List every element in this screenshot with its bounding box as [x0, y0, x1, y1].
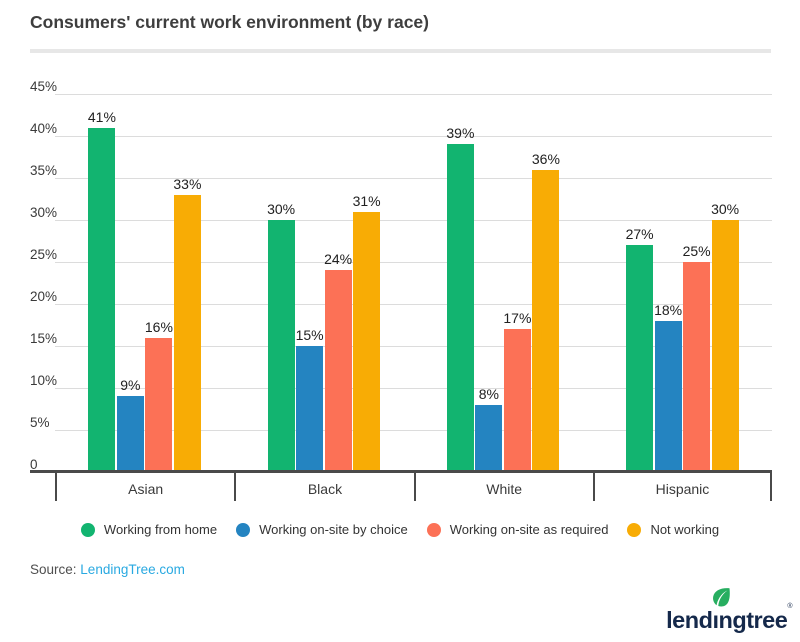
source-label: Source:: [30, 562, 77, 577]
bar-white-2: [475, 404, 503, 472]
x-axis-category-asian: Asian: [55, 471, 234, 501]
gridline: [55, 388, 772, 389]
x-axis-category-label: Asian: [128, 481, 164, 497]
y-axis-tick-label: 25%: [30, 247, 58, 262]
bar-black-1: [267, 220, 295, 472]
logo-text-post: ngtree: [718, 607, 788, 633]
y-axis-tick-label: 10%: [30, 373, 58, 388]
bar-black-4: [353, 211, 381, 472]
x-axis-category-label: White: [486, 481, 523, 497]
bar-value-label: 31%: [352, 192, 381, 209]
bar-asian-1: [88, 127, 116, 472]
gridline: [55, 262, 772, 263]
bar-value-label: 30%: [711, 201, 740, 217]
bar-value-label: 39%: [446, 125, 475, 142]
legend-color-dot: [426, 522, 441, 537]
bar-asian-3: [145, 337, 173, 472]
legend-label: Working on-site as required: [449, 522, 609, 537]
gridline: [55, 220, 772, 221]
y-axis-tick-label: 5%: [30, 415, 50, 430]
bar-value-label: 8%: [478, 385, 499, 402]
bar-white-4: [532, 169, 560, 472]
legend-color-dot: [627, 522, 642, 537]
gridline: [55, 94, 772, 95]
y-axis-tick-label: 30%: [30, 205, 58, 220]
y-axis-tick-label: 20%: [30, 289, 58, 304]
bar-black-2: [296, 346, 324, 472]
lendingtree-logo: lendıngtree®: [666, 588, 792, 634]
bar-asian-4: [173, 194, 201, 472]
bar-value-label: 16%: [144, 318, 173, 335]
bar-value-label: 30%: [267, 201, 296, 217]
x-axis-category-hispanic: Hispanic: [592, 471, 773, 501]
x-axis-category-label: Hispanic: [655, 481, 710, 497]
bar-value-label: 9%: [120, 377, 141, 394]
chart-legend: Working from home Working on-site by choi…: [0, 522, 800, 537]
bar-white-3: [503, 329, 531, 472]
y-axis-tick-label: 40%: [30, 121, 58, 136]
source-line: Source: LendingTree.com: [30, 562, 185, 577]
y-axis-tick-label: 15%: [30, 331, 58, 346]
bar-white-1: [446, 144, 474, 472]
x-axis-category-label: Black: [307, 481, 343, 497]
bar-value-label: 25%: [682, 243, 711, 259]
bar-hispanic-2: [654, 320, 682, 472]
x-axis-category-black: Black: [234, 471, 413, 501]
logo-text-i: ı: [712, 607, 719, 633]
logo-text-pre: lend: [666, 607, 713, 633]
bar-value-label: 15%: [295, 327, 324, 343]
gridline: [55, 346, 772, 347]
legend-item: Working from home: [80, 522, 218, 537]
gridline: [55, 304, 772, 305]
legend-item: Not working: [627, 522, 719, 537]
bar-hispanic-1: [626, 245, 654, 472]
legend-item: Working on-site as required: [426, 522, 609, 537]
x-axis-category-white: White: [413, 471, 593, 501]
source-link[interactable]: LendingTree.com: [80, 562, 185, 577]
legend-label: Not working: [650, 522, 720, 537]
gridline: [55, 430, 772, 431]
y-axis-tick-label: 35%: [30, 163, 58, 178]
chart-title: Consumers' current work environment (by …: [30, 12, 429, 32]
legend-label: Working on-site by choice: [259, 522, 408, 537]
bar-hispanic-3: [683, 262, 711, 472]
legend-item: Working on-site by choice: [236, 522, 408, 537]
legend-label: Working from home: [103, 522, 218, 537]
bar-value-label: 41%: [87, 108, 116, 125]
bar-value-label: 33%: [173, 175, 202, 192]
bar-value-label: 36%: [531, 150, 560, 167]
y-axis-tick-label: 45%: [30, 79, 58, 94]
bar-value-label: 24%: [324, 251, 353, 268]
registered-mark: ®: [787, 603, 792, 610]
legend-color-dot: [80, 522, 95, 537]
bar-value-label: 18%: [654, 301, 683, 318]
bar-hispanic-4: [711, 220, 739, 472]
y-axis-tick-label: 0: [30, 457, 38, 472]
logo-wordmark: lendıngtree®: [666, 588, 792, 638]
title-divider: [30, 49, 771, 53]
gridline: [55, 178, 772, 179]
bar-value-label: 17%: [503, 310, 532, 327]
x-axis-line: [30, 470, 772, 473]
bar-value-label: 27%: [625, 226, 654, 243]
gridline: [55, 136, 772, 137]
leaf-icon: [713, 588, 730, 607]
bar-asian-2: [116, 396, 144, 472]
bar-black-3: [324, 270, 352, 472]
legend-color-dot: [236, 522, 251, 537]
